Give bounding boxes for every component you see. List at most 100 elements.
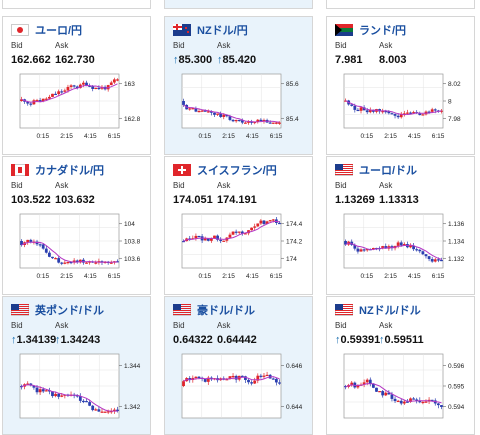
candle-body: [240, 231, 244, 234]
up-arrow-icon: ↑: [173, 54, 179, 66]
candle-body: [82, 400, 85, 403]
candle-body: [409, 112, 412, 114]
candle-body: [41, 98, 45, 102]
candle-body: [188, 378, 192, 381]
candle-body: [66, 261, 70, 264]
currency-pair-link[interactable]: スイスフラン/円: [197, 165, 277, 177]
candle-body: [206, 238, 210, 241]
ask-label: Ask: [379, 41, 393, 50]
candle-body: [182, 101, 185, 105]
bid-label: Bid: [11, 41, 23, 50]
price-chart[interactable]: 174.4 174.2 174 0:15 2:15 4:15 6:15: [172, 210, 307, 284]
candle-body: [350, 104, 354, 106]
price-chart-svg: 0.646 0.644: [181, 353, 303, 419]
rate-card[interactable]: NZドル/ドル Bid Ask ↑0.59391 ↑0.59511 0.596 0…: [326, 296, 475, 435]
candle-body: [412, 112, 416, 114]
y-tick-label: 1.136: [448, 221, 465, 228]
currency-pair-link[interactable]: カナダドル/円: [35, 165, 105, 177]
candle-body: [35, 387, 39, 393]
card-stub: [326, 0, 475, 9]
bid-label: Bid: [173, 41, 185, 50]
price-chart[interactable]: 1.136 1.134 1.132 0:15 2:15 4:15 6:15: [334, 210, 469, 284]
x-tick-label: 4:15: [246, 273, 259, 280]
us-icon: [11, 304, 29, 316]
candle-body: [384, 392, 388, 396]
candle-body: [359, 107, 363, 111]
candle-body: [72, 85, 76, 87]
candle-body: [378, 391, 381, 393]
candle-body: [222, 114, 226, 117]
candle-body: [54, 258, 57, 260]
x-tick-label: 2:15: [222, 273, 235, 280]
candle-body: [231, 375, 235, 378]
rate-card[interactable]: ユーロ/ドル Bid Ask 1.13269 1.13313 1.136 1.13…: [326, 156, 475, 295]
bid-value: 174.051: [173, 194, 213, 206]
currency-pair-link[interactable]: ユーロ/円: [35, 25, 83, 37]
price-chart[interactable]: 8.02 8 7.98 0:15 2:15 4:15 6:15: [334, 70, 469, 144]
y-tick-label: 174.4: [286, 221, 303, 228]
ask-label: Ask: [217, 41, 231, 50]
price-chart[interactable]: 1.344 1.342: [10, 350, 145, 424]
candle-body: [91, 86, 95, 89]
candle-body: [38, 389, 42, 393]
candle-body: [421, 114, 425, 116]
candle-body: [368, 379, 372, 384]
bid-number: 174.051: [173, 194, 213, 206]
rate-card[interactable]: 豪ドル/ドル Bid Ask 0.64322 0.64442 0.646 0.64…: [164, 296, 313, 435]
bid-value: ↑0.59391: [335, 334, 380, 346]
candle-body: [265, 221, 269, 224]
candle-body: [182, 381, 185, 386]
candle-body: [47, 252, 51, 257]
price-chart[interactable]: 0.596 0.595 0.594: [334, 350, 469, 424]
price-chart-svg: 1.136 1.134 1.132 0:15 2:15 4:15 6:15: [343, 213, 465, 280]
card-title: ランド/円: [335, 23, 406, 37]
rate-card[interactable]: カナダドル/円 Bid Ask 103.522 103.632 104 103.8…: [2, 156, 151, 295]
y-tick-label: 0.644: [286, 404, 303, 411]
x-tick-label: 4:15: [84, 273, 97, 280]
candle-body: [399, 242, 403, 246]
candle-body: [365, 110, 369, 113]
candle-body: [274, 378, 278, 383]
candle-body: [381, 391, 385, 396]
rate-card[interactable]: ユーロ/円 Bid Ask 162.662 162.730 163 162.8 0:…: [2, 16, 151, 155]
candle-body: [368, 109, 372, 113]
price-chart[interactable]: 104 103.8 103.6 0:15 2:15 4:15 6:15: [10, 210, 145, 284]
price-chart[interactable]: 0.646 0.644: [172, 350, 307, 424]
price-chart[interactable]: 163 162.8 0:15 2:15 4:15 6:15: [10, 70, 145, 144]
candle-body: [430, 259, 434, 262]
candle-body: [259, 119, 263, 122]
candle-body: [57, 393, 61, 397]
candle-body: [259, 375, 263, 377]
candle-body: [75, 260, 79, 263]
ask-value: 103.632: [55, 194, 95, 206]
candle-body: [228, 116, 232, 120]
rate-card[interactable]: NZドル/円 Bid Ask ↑85.300 ↑85.420 85.6 85.4 0…: [164, 16, 313, 155]
rate-card[interactable]: スイスフラン/円 Bid Ask 174.051 174.191 174.4 17…: [164, 156, 313, 295]
x-tick-label: 6:15: [432, 273, 445, 280]
y-tick-label: 0.595: [448, 384, 465, 391]
x-tick-label: 0:15: [360, 133, 373, 140]
candle-body: [57, 258, 61, 263]
currency-pair-link[interactable]: NZドル/円: [197, 25, 248, 37]
candle-body: [225, 379, 229, 381]
rate-card[interactable]: 英ポンド/ドル Bid Ask ↑1.34139 ↑1.34243 1.344 1…: [2, 296, 151, 435]
x-tick-label: 0:15: [360, 273, 373, 280]
currency-pair-link[interactable]: 豪ドル/ドル: [197, 305, 256, 317]
candle-body: [200, 110, 204, 112]
price-chart[interactable]: 85.6 85.4 0:15 2:15 4:15 6:15: [172, 70, 307, 144]
ask-number: 1.34243: [60, 334, 101, 346]
x-tick-label: 2:15: [222, 133, 235, 140]
ask-number: 0.64442: [217, 334, 257, 346]
currency-pair-link[interactable]: ランド/円: [359, 25, 407, 37]
candle-body: [88, 402, 92, 406]
up-arrow-icon: ↑: [379, 334, 385, 346]
candle-body: [20, 99, 23, 101]
candle-body: [268, 122, 272, 124]
currency-pair-link[interactable]: NZドル/ドル: [359, 305, 421, 317]
candle-body: [88, 261, 92, 263]
currency-pair-link[interactable]: ユーロ/ドル: [359, 165, 418, 177]
candle-body: [390, 394, 394, 399]
candle-body: [365, 379, 369, 383]
rate-card[interactable]: ランド/円 Bid Ask 7.981 8.003 8.02 8 7.98 0:15 2…: [326, 16, 475, 155]
currency-pair-link[interactable]: 英ポンド/ドル: [35, 305, 105, 317]
